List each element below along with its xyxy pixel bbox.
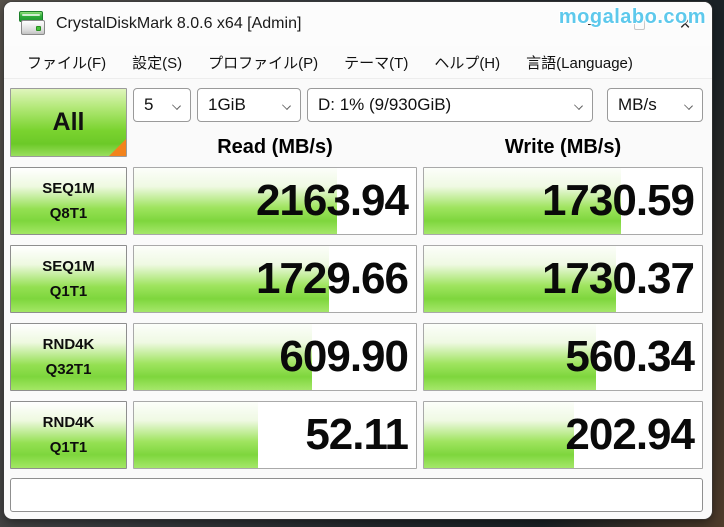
write-score-value: 202.94	[565, 410, 695, 459]
read-score-value: 52.11	[305, 410, 409, 459]
write-result-cell: 560.34	[423, 323, 703, 391]
write-score-value: 1730.59	[541, 176, 695, 225]
all-button-corner-triangle	[109, 139, 126, 156]
read-score-value: 1729.66	[255, 254, 409, 303]
minimize-button[interactable]	[570, 2, 616, 46]
read-column-header: Read (MB/s)	[217, 136, 333, 158]
app-disk-icon	[19, 11, 45, 36]
write-score-bar	[424, 402, 575, 468]
test-size-select[interactable]: 1GiB	[197, 88, 301, 122]
read-score-bar	[134, 324, 312, 390]
result-row-seq1m-q1t1: SEQ1M Q1T1 1729.66 1730.37	[10, 245, 703, 313]
write-score-value: 560.34	[565, 332, 695, 381]
write-score-bar	[424, 168, 622, 234]
menu-bar: ファイル(F) 設定(S) プロファイル(P) テーマ(T) ヘルプ(H) 言語…	[4, 46, 712, 79]
chevron-down-icon	[282, 101, 291, 110]
read-score-value: 609.90	[279, 332, 409, 381]
maximize-icon	[633, 18, 645, 30]
test-button-seq1m-q1t1[interactable]: SEQ1M Q1T1	[10, 245, 127, 313]
chevron-down-icon	[574, 101, 583, 110]
read-score-bar	[134, 168, 338, 234]
menu-language[interactable]: 言語(Language)	[526, 54, 633, 72]
read-result-cell: 52.11	[133, 401, 417, 469]
menu-file[interactable]: ファイル(F)	[27, 54, 107, 72]
maximize-button[interactable]	[616, 2, 662, 46]
status-bar	[10, 478, 703, 512]
title-bar: CrystalDiskMark 8.0.6 x64 [Admin] × moga…	[4, 2, 712, 46]
close-icon: ×	[679, 13, 691, 35]
menu-theme[interactable]: テーマ(T)	[344, 54, 409, 72]
write-score-bar	[424, 324, 597, 390]
result-row-rnd4k-q1t1: RND4K Q1T1 52.11 202.94	[10, 401, 703, 469]
all-test-button[interactable]: All	[10, 88, 127, 157]
write-column-header: Write (MB/s)	[504, 136, 622, 158]
caption-buttons: ×	[570, 2, 708, 46]
read-result-cell: 609.90	[133, 323, 417, 391]
read-score-bar	[134, 402, 259, 468]
menu-profile[interactable]: プロファイル(P)	[208, 54, 319, 72]
write-score-bar	[424, 246, 616, 312]
unit-select[interactable]: MB/s	[607, 88, 703, 122]
read-score-value: 2163.94	[255, 176, 409, 225]
close-button[interactable]: ×	[662, 2, 708, 46]
write-result-cell: 202.94	[423, 401, 703, 469]
result-row-seq1m-q8t1: SEQ1M Q8T1 2163.94 1730.59	[10, 167, 703, 235]
test-button-rnd4k-q1t1[interactable]: RND4K Q1T1	[10, 401, 127, 469]
chevron-down-icon	[172, 101, 181, 110]
write-result-cell: 1730.37	[423, 245, 703, 313]
menu-help[interactable]: ヘルプ(H)	[434, 54, 501, 72]
target-drive-select[interactable]: D: 1% (9/930GiB)	[307, 88, 593, 122]
write-result-cell: 1730.59	[423, 167, 703, 235]
read-score-bar	[134, 246, 329, 312]
window-title: CrystalDiskMark 8.0.6 x64 [Admin]	[56, 15, 302, 32]
chevron-down-icon	[684, 101, 693, 110]
menu-settings[interactable]: 設定(S)	[132, 54, 183, 72]
write-score-value: 1730.37	[541, 254, 695, 303]
test-button-rnd4k-q32t1[interactable]: RND4K Q32T1	[10, 323, 127, 391]
read-result-cell: 1729.66	[133, 245, 417, 313]
all-button-label: All	[52, 108, 85, 136]
disk-led-icon	[36, 26, 41, 31]
crystaldiskmark-window: CrystalDiskMark 8.0.6 x64 [Admin] × moga…	[4, 2, 712, 519]
read-result-cell: 2163.94	[133, 167, 417, 235]
test-count-select[interactable]: 5	[133, 88, 191, 122]
result-row-rnd4k-q32t1: RND4K Q32T1 609.90 560.34	[10, 323, 703, 391]
test-button-seq1m-q8t1[interactable]: SEQ1M Q8T1	[10, 167, 127, 235]
minimize-icon	[587, 23, 599, 25]
watermark: mogalabo.com	[558, 6, 706, 28]
